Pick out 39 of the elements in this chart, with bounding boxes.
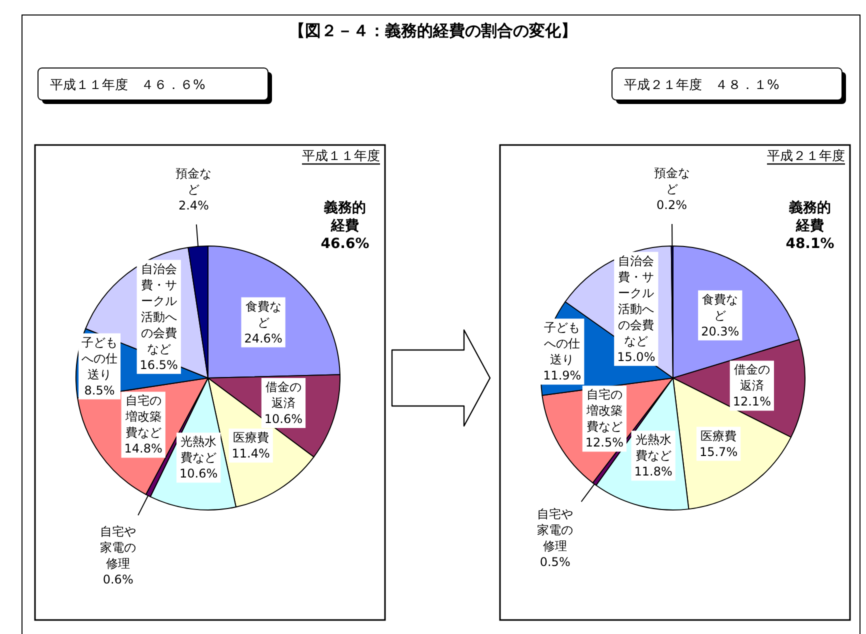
chart-subtitle: 平成１１年度 [302,148,380,164]
slice-label: 自宅や家電の修理 [100,524,136,570]
slice-label: 食費など [245,299,282,330]
slice-label: 子どもへの仕送り [544,320,580,367]
text: 義務的経費 48.1% [786,200,834,252]
chart-subtitle: 平成２１年度 [767,148,845,164]
slice-label: 借金の返済 [734,362,770,393]
text: 義務的経費 46.6% [320,200,370,252]
text: 【図２－４：義務的経費の割合の変化】 [289,21,577,40]
slice-label: 医療費 [232,430,269,445]
data-label: 8.5% [84,383,115,398]
data-label: 11.4% [232,446,270,461]
slice-label: 自宅の増改築費など [124,394,162,440]
data-label: 15.7% [699,444,738,459]
slice-label: 光熱水費など [180,434,217,465]
slice-label: 自宅や家電の修理 [537,507,574,554]
data-label: 14.8% [124,442,162,456]
slice-label: 自治会費・サークル活動への会費など [618,254,654,348]
data-label: 12.1% [732,394,771,409]
text: 平成１１年度 ４６．６% [50,77,206,93]
slice-label: 預金など [654,166,690,196]
data-label: 16.5% [140,358,178,372]
slice-label: 子どもへの仕送り [82,335,118,382]
data-label: 11.9% [543,368,582,383]
slice-label: 医療費 [700,428,737,443]
data-label: 24.6% [244,331,282,346]
slice-label: 自治会費・サークル活動への会費など [140,262,177,356]
data-label: 0.5% [540,555,570,570]
data-label: 0.6% [102,572,134,586]
data-label: 10.6% [264,412,303,426]
data-label: 20.3% [701,324,740,338]
slice-label: 預金など [176,166,212,197]
slice-label: 借金の返済 [265,380,302,410]
slice-label: 食費など [702,292,738,322]
data-label: 0.2% [656,198,688,212]
data-label: 15.0% [617,350,656,364]
text: 平成２１年度 ４８．１% [624,77,780,93]
data-label: 2.4% [178,198,209,213]
data-label: 10.6% [180,466,218,481]
